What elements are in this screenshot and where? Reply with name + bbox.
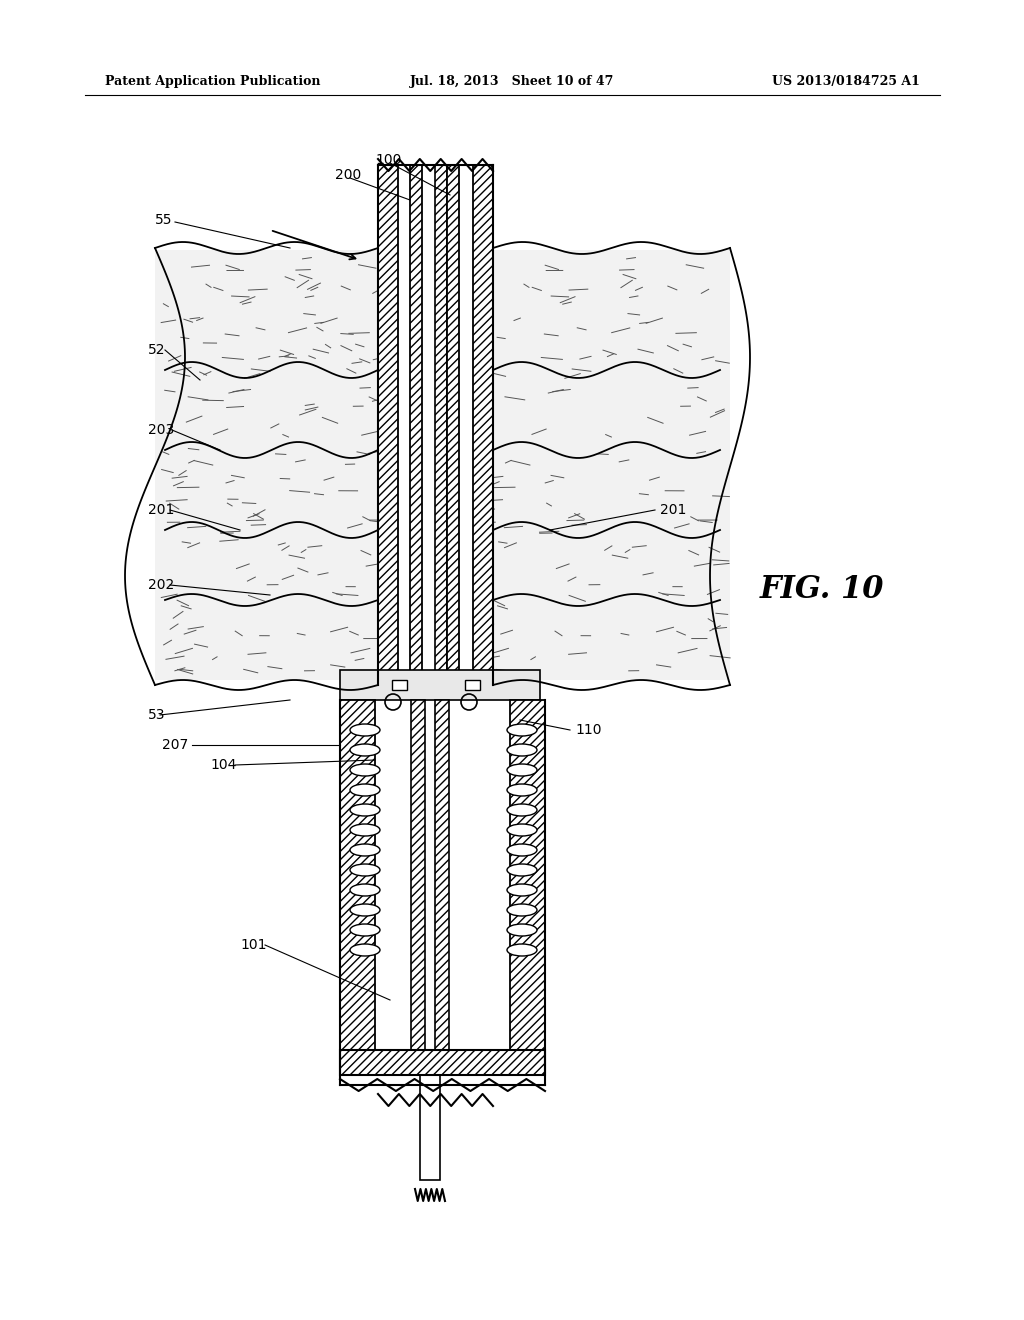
Text: 207: 207 — [162, 738, 188, 752]
Text: FIG. 10: FIG. 10 — [760, 574, 885, 606]
Bar — [465, 680, 480, 690]
Ellipse shape — [507, 723, 537, 737]
Bar — [410, 165, 422, 685]
Ellipse shape — [350, 843, 380, 855]
Ellipse shape — [350, 904, 380, 916]
Text: 201: 201 — [660, 503, 686, 517]
Ellipse shape — [507, 944, 537, 956]
Bar — [340, 671, 540, 700]
Ellipse shape — [507, 764, 537, 776]
Ellipse shape — [507, 804, 537, 816]
Ellipse shape — [507, 744, 537, 756]
Text: 52: 52 — [148, 343, 166, 356]
Bar — [459, 165, 473, 685]
Text: 203: 203 — [148, 422, 174, 437]
Ellipse shape — [507, 884, 537, 896]
Ellipse shape — [350, 723, 380, 737]
Text: US 2013/0184725 A1: US 2013/0184725 A1 — [772, 75, 920, 88]
Bar — [411, 700, 425, 1060]
Ellipse shape — [350, 865, 380, 876]
Bar — [447, 165, 459, 685]
Ellipse shape — [350, 924, 380, 936]
Text: 202: 202 — [148, 578, 174, 591]
Ellipse shape — [350, 764, 380, 776]
Ellipse shape — [507, 904, 537, 916]
Ellipse shape — [350, 884, 380, 896]
Text: Jul. 18, 2013   Sheet 10 of 47: Jul. 18, 2013 Sheet 10 of 47 — [410, 75, 614, 88]
Ellipse shape — [350, 804, 380, 816]
Text: 100: 100 — [375, 153, 401, 168]
Ellipse shape — [350, 744, 380, 756]
Ellipse shape — [350, 824, 380, 836]
Text: 101: 101 — [240, 939, 266, 952]
Bar — [392, 680, 407, 690]
Bar — [340, 1049, 545, 1074]
Ellipse shape — [507, 784, 537, 796]
Text: 53: 53 — [148, 708, 166, 722]
Text: 201: 201 — [148, 503, 174, 517]
Ellipse shape — [507, 865, 537, 876]
Bar — [470, 249, 730, 680]
Bar — [425, 700, 435, 1060]
Ellipse shape — [350, 784, 380, 796]
Text: 110: 110 — [575, 723, 601, 737]
Ellipse shape — [350, 944, 380, 956]
Text: 104: 104 — [210, 758, 237, 772]
Text: 55: 55 — [155, 213, 172, 227]
Bar — [422, 165, 435, 685]
Ellipse shape — [507, 824, 537, 836]
Bar — [420, 1060, 440, 1180]
Bar — [435, 700, 449, 1060]
Bar — [435, 165, 447, 685]
Bar — [473, 165, 493, 685]
Text: 200: 200 — [335, 168, 361, 182]
Bar — [340, 700, 375, 1049]
Ellipse shape — [507, 924, 537, 936]
Text: Patent Application Publication: Patent Application Publication — [105, 75, 321, 88]
Bar — [510, 700, 545, 1049]
Bar — [378, 165, 398, 685]
Bar — [155, 249, 400, 680]
Bar — [398, 165, 410, 685]
Ellipse shape — [507, 843, 537, 855]
